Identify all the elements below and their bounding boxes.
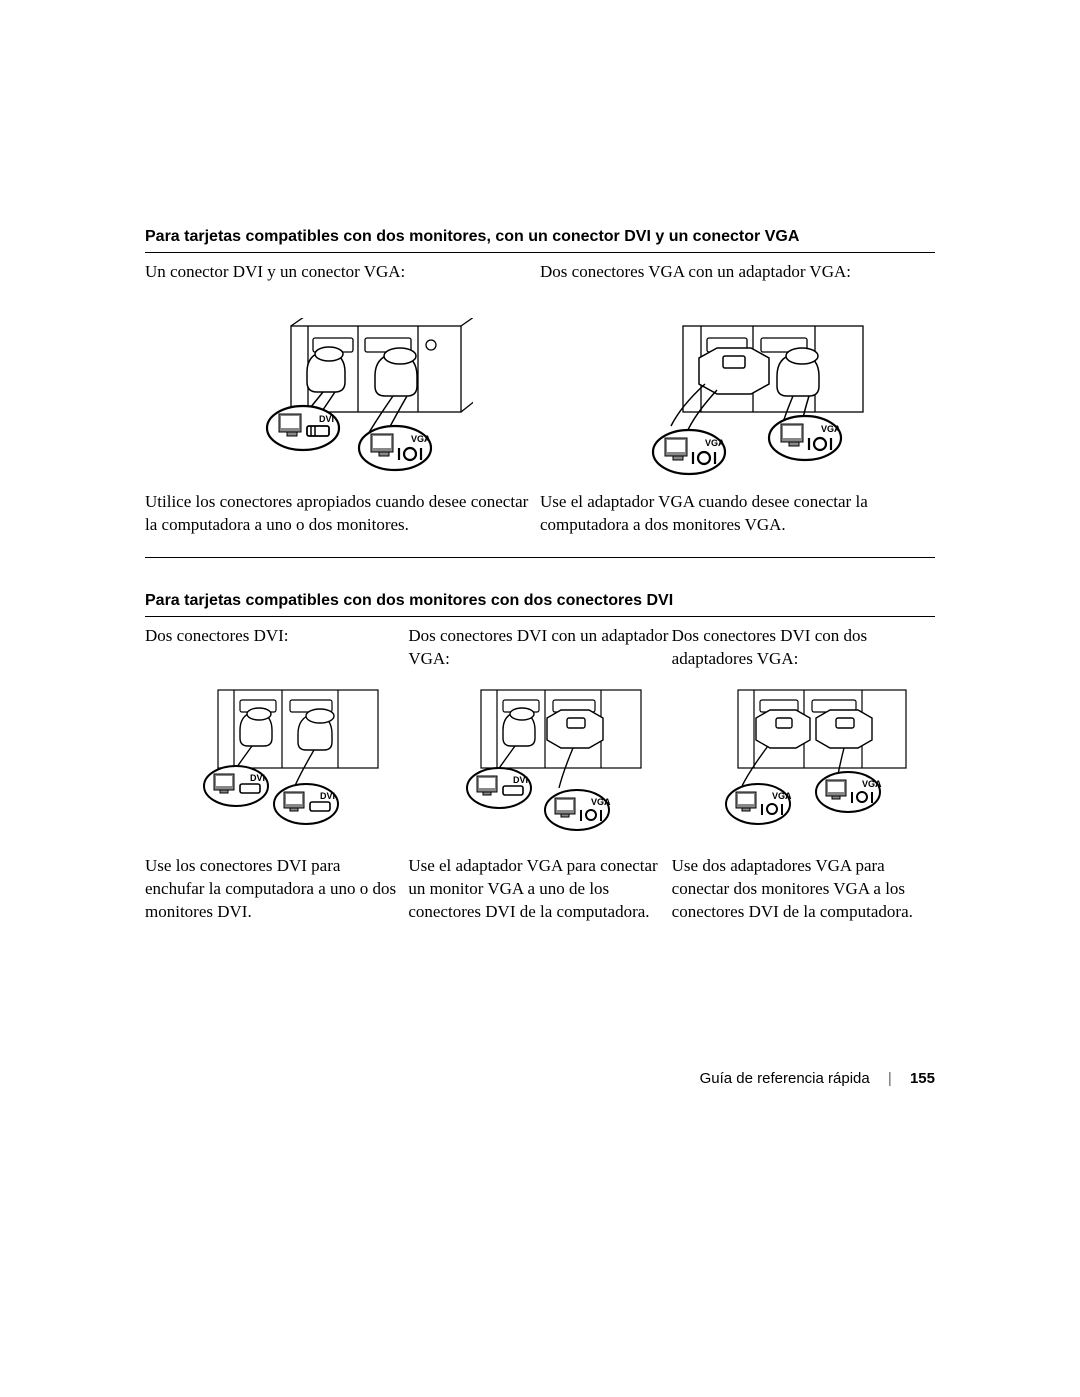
- section2-col1-diagram: DVI DVI: [145, 679, 408, 849]
- section2-col1-desc: Use los conectores DVI para enchufar la …: [145, 855, 408, 924]
- badge-dvi-label: DVI: [513, 775, 528, 785]
- section1-header: Para tarjetas compatibles con dos monito…: [145, 228, 935, 253]
- badge-dvi-label: DVI: [250, 773, 265, 783]
- section1-col1-diagram: DVI VGA: [145, 315, 540, 485]
- footer-separator: |: [888, 1070, 892, 1087]
- section1-col2: Dos conectores VGA con un adaptador VGA:: [540, 261, 935, 537]
- section2-col2-diagram: DVI VGA: [408, 679, 671, 849]
- section2-col2-desc: Use el adaptador VGA para conectar un mo…: [408, 855, 671, 924]
- badge-vga-label: VGA: [862, 779, 882, 789]
- section2-row: Dos conectores DVI:: [145, 625, 935, 924]
- badge-vga-label: VGA: [772, 791, 792, 801]
- section1-col2-title: Dos conectores VGA con un adaptador VGA:: [540, 261, 935, 307]
- badge-dvi-label: DVI: [320, 791, 335, 801]
- section1-col1-title: Un conector DVI y un conector VGA:: [145, 261, 540, 307]
- section2-col3-title: Dos conectores DVI con dos adaptadores V…: [672, 625, 935, 671]
- badge-vga-label: VGA: [821, 424, 841, 434]
- section1-row: Un conector DVI y un conector VGA:: [145, 261, 935, 537]
- page-footer: Guía de referencia rápida | 155: [700, 1070, 935, 1087]
- footer-guide-title: Guía de referencia rápida: [700, 1070, 870, 1087]
- badge-dvi-label: DVI: [319, 414, 334, 424]
- section2-col3-desc: Use dos adaptadores VGA para conectar do…: [672, 855, 935, 924]
- section2-col2: Dos conectores DVI con un adaptador VGA:: [408, 625, 671, 924]
- section2-col3: Dos conectores DVI con dos adaptadores V…: [672, 625, 935, 924]
- badge-vga-label: VGA: [591, 797, 611, 807]
- page-content: Para tarjetas compatibles con dos monito…: [145, 228, 935, 924]
- section2-col1: Dos conectores DVI:: [145, 625, 408, 924]
- section1-col2-diagram: VGA VGA: [540, 315, 935, 485]
- section1-col2-desc: Use el adaptador VGA cuando desee conect…: [540, 491, 935, 537]
- section1-col1: Un conector DVI y un conector VGA:: [145, 261, 540, 537]
- badge-vga-label: VGA: [411, 434, 431, 444]
- section2-col2-title: Dos conectores DVI con un adaptador VGA:: [408, 625, 671, 671]
- section2-header: Para tarjetas compatibles con dos monito…: [145, 592, 935, 617]
- section2-col3-diagram: VGA VGA: [672, 679, 935, 849]
- section1-col1-desc: Utilice los conectores apropiados cuando…: [145, 491, 540, 537]
- footer-page-number: 155: [910, 1070, 935, 1087]
- section2-col1-title: Dos conectores DVI:: [145, 625, 408, 671]
- badge-vga-label: VGA: [705, 438, 725, 448]
